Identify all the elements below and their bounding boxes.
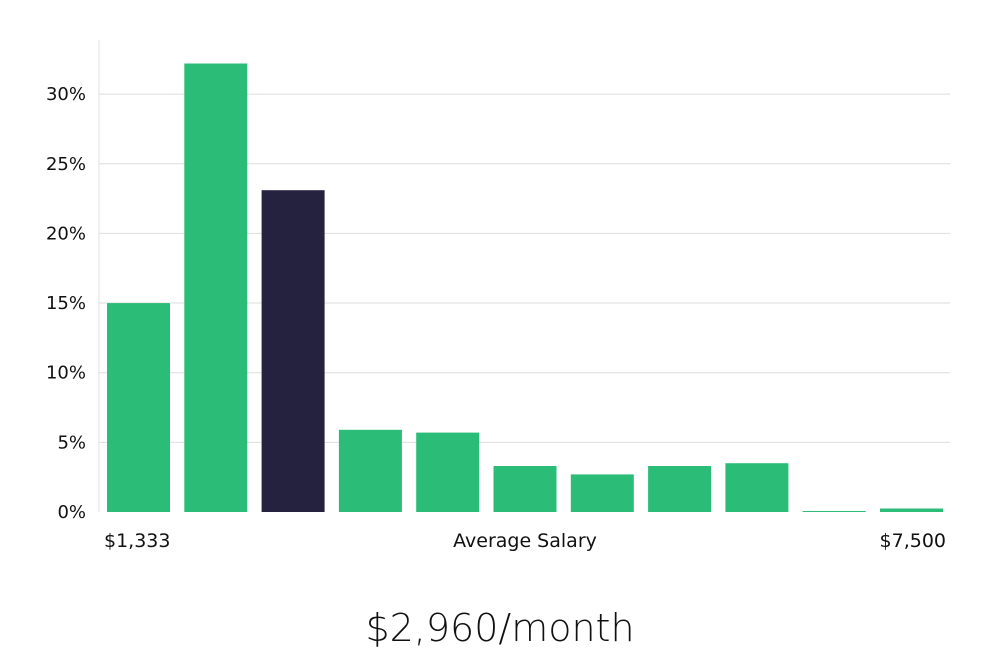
bar-highlighted [261, 190, 325, 512]
y-tick-label: 30% [46, 84, 86, 105]
y-tick-label: 0% [57, 502, 86, 523]
bar [416, 432, 480, 512]
y-tick-label: 15% [46, 293, 86, 314]
y-tick-label: 20% [46, 223, 86, 244]
bar [184, 63, 248, 512]
y-tick-label: 25% [46, 154, 86, 175]
bar [570, 474, 634, 512]
average-salary-headline: $2,960/month [365, 606, 635, 650]
salary-histogram: 0% 5% 10% 15% 20% 25% 30% $1,333 Average Salar… [46, 40, 950, 552]
x-axis-label: Average Salary [453, 530, 597, 552]
bar [493, 466, 557, 512]
x-min-label: $1,333 [104, 530, 170, 552]
y-tick-label: 10% [46, 363, 86, 384]
y-tick-label: 5% [57, 432, 86, 453]
bars [107, 63, 943, 512]
bar [802, 511, 866, 512]
y-tick-labels: 0% 5% 10% 15% 20% 25% 30% [46, 84, 86, 523]
bar [880, 508, 943, 512]
bar [107, 303, 170, 512]
bar [725, 463, 789, 512]
chart-svg: 0% 5% 10% 15% 20% 25% 30% $1,333 Average Salar… [46, 40, 950, 552]
x-max-label: $7,500 [880, 530, 946, 552]
bar [648, 466, 712, 512]
bar [338, 429, 402, 512]
